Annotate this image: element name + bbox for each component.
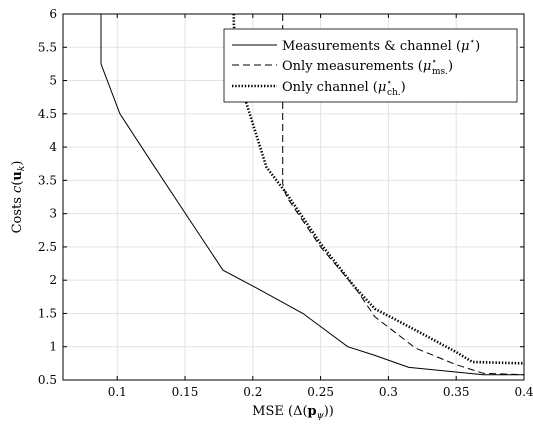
y-tick-label: 4.5 bbox=[38, 107, 57, 121]
x-axis-label: MSE (Δ(pψ)) bbox=[252, 404, 334, 421]
y-tick-label: 6 bbox=[49, 7, 57, 21]
y-tick-label: 4 bbox=[49, 140, 57, 154]
x-tick-label: 0.15 bbox=[172, 385, 199, 399]
legend-label-only-channel: Only channel (μ⋆ ch.) bbox=[282, 78, 406, 98]
y-tick-label: 1.5 bbox=[38, 306, 57, 320]
plot-frame bbox=[62, 13, 525, 381]
x-tick-label: 0.2 bbox=[243, 385, 262, 399]
ticks bbox=[63, 13, 525, 381]
x-tick-label: 0.3 bbox=[379, 385, 398, 399]
series-line-only-channel bbox=[232, 14, 525, 365]
x-tick-label: 0.4 bbox=[514, 385, 533, 399]
y-tick-label: 2 bbox=[49, 273, 57, 287]
y-tick-label: 2.5 bbox=[38, 240, 57, 254]
legend-label-only-measurements: Only measurements (μ⋆ ms.) bbox=[282, 57, 453, 77]
legend: Measurements & channel (μ⋆) Only measure… bbox=[223, 28, 518, 103]
legend-box bbox=[223, 28, 518, 103]
series-line-only-measurements bbox=[282, 14, 525, 376]
y-tick-label: 5.5 bbox=[38, 40, 57, 54]
y-tick-label: 3.5 bbox=[38, 173, 57, 187]
legend-label-measurements-channel: Measurements & channel (μ⋆) bbox=[282, 37, 480, 54]
series-line-measurements-channel bbox=[100, 14, 524, 376]
x-tick-label: 0.35 bbox=[443, 385, 470, 399]
y-tick-label: 1 bbox=[49, 340, 57, 354]
y-axis-label: Costs c(uk) bbox=[10, 161, 27, 234]
x-tick-label: 0.1 bbox=[108, 385, 127, 399]
x-tick-label: 0.25 bbox=[307, 385, 334, 399]
y-tick-labels: 0.5 1 1.5 2 2.5 3 3.5 4 4.5 5 5.5 6 bbox=[38, 7, 57, 387]
y-tick-label: 3 bbox=[49, 207, 57, 221]
series-layer bbox=[100, 14, 525, 376]
x-tick-labels: 0.1 0.15 0.2 0.25 0.3 0.35 0.4 bbox=[108, 385, 533, 399]
y-tick-label: 0.5 bbox=[38, 373, 57, 387]
y-tick-label: 5 bbox=[49, 74, 57, 88]
